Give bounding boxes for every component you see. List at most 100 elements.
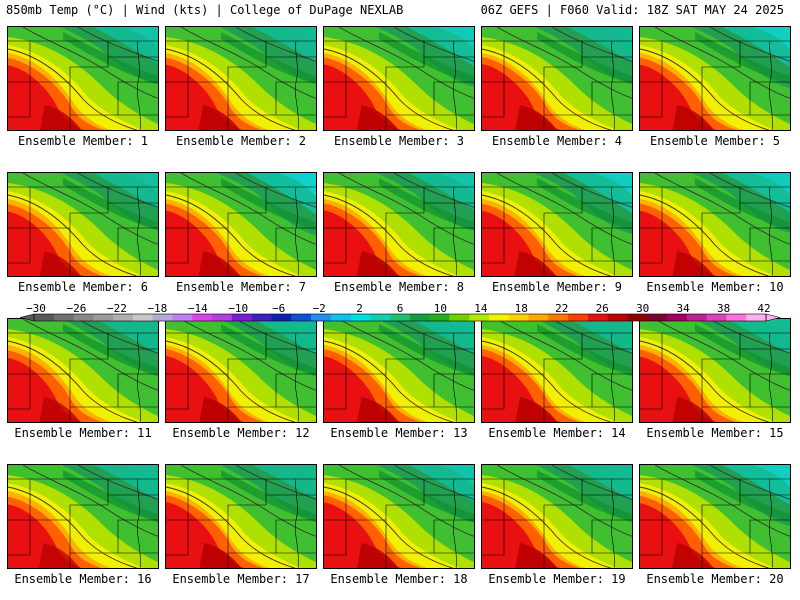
colorbar-tick-label: −26 <box>66 304 86 315</box>
colorbar-tick-label: 38 <box>717 304 730 315</box>
temperature-map <box>8 465 158 568</box>
ensemble-member-label: Ensemble Member: 16 <box>14 572 152 586</box>
colorbar-swatch <box>310 314 332 321</box>
colorbar-swatch <box>469 314 490 321</box>
ensemble-panel <box>323 464 475 569</box>
colorbar-tick-label: 18 <box>515 304 528 315</box>
colorbar-swatch <box>73 314 94 321</box>
colorbar-swatch <box>350 314 371 321</box>
ensemble-panel <box>481 318 633 423</box>
ensemble-member-label: Ensemble Member: 8 <box>333 280 465 294</box>
colorbar-swatch <box>330 314 351 321</box>
ensemble-member-label: Ensemble Member: 19 <box>488 572 626 586</box>
colorbar-swatch <box>706 314 727 321</box>
temperature-map <box>640 173 790 276</box>
ensemble-member-label: Ensemble Member: 7 <box>175 280 307 294</box>
colorbar-swatch <box>251 314 272 321</box>
colorbar-tick-label: 10 <box>434 304 447 315</box>
colorbar-swatch <box>291 314 312 321</box>
colorbar-tick-label: 22 <box>555 304 568 315</box>
ensemble-panel <box>7 26 159 131</box>
temperature-map <box>8 173 158 276</box>
colorbar-swatch <box>746 314 767 321</box>
ensemble-member-label: Ensemble Member: 5 <box>649 134 781 148</box>
ensemble-member-label: Ensemble Member: 11 <box>14 426 152 440</box>
ensemble-panel <box>165 26 317 131</box>
colorbar-swatch <box>212 314 233 321</box>
colorbar-swatch <box>667 314 688 321</box>
ensemble-panel <box>323 26 475 131</box>
temperature-map <box>166 319 316 422</box>
ensemble-member-label: Ensemble Member: 15 <box>646 426 784 440</box>
colorbar-swatch <box>172 314 193 321</box>
temperature-map <box>324 173 474 276</box>
ensemble-member-label: Ensemble Member: 20 <box>646 572 784 586</box>
temperature-map <box>166 465 316 568</box>
temperature-map <box>166 173 316 276</box>
colorbar-swatch <box>53 314 74 321</box>
ensemble-panel <box>7 172 159 277</box>
ensemble-member-label: Ensemble Member: 17 <box>172 572 310 586</box>
ensemble-panel <box>639 318 791 423</box>
colorbar-tick-label: −6 <box>272 304 285 315</box>
colorbar-swatch <box>568 314 589 321</box>
colorbar-tick-label: 26 <box>596 304 609 315</box>
temperature-map <box>640 27 790 130</box>
ensemble-panel <box>165 172 317 277</box>
colorbar-tick-label: 42 <box>757 304 770 315</box>
ensemble-panel <box>639 26 791 131</box>
header-run-info: 06Z GEFS | F060 Valid: 18Z SAT MAY 24 20… <box>480 3 784 17</box>
colorbar-swatch <box>587 314 609 321</box>
ensemble-panel <box>481 172 633 277</box>
colorbar-tick-label: 6 <box>397 304 404 315</box>
temperature-map <box>166 27 316 130</box>
ensemble-panel <box>323 318 475 423</box>
temperature-map <box>324 319 474 422</box>
ensemble-panel <box>165 464 317 569</box>
colorbar-tick-label: 2 <box>356 304 363 315</box>
colorbar-max-arrow <box>765 313 781 322</box>
colorbar-tick-label: 34 <box>676 304 690 315</box>
ensemble-member-label: Ensemble Member: 10 <box>646 280 784 294</box>
temperature-map <box>640 319 790 422</box>
colorbar-tick-label: −14 <box>188 304 208 315</box>
temperature-map <box>482 27 632 130</box>
temperature-map <box>640 465 790 568</box>
colorbar-swatch <box>528 314 549 321</box>
colorbar-min-arrow <box>19 313 35 322</box>
colorbar-swatch <box>449 314 470 321</box>
colorbar-swatch <box>231 314 252 321</box>
ensemble-member-label: Ensemble Member: 4 <box>491 134 623 148</box>
ensemble-member-label: Ensemble Member: 1 <box>17 134 149 148</box>
header-title: 850mb Temp (°C) | Wind (kts) | College o… <box>6 3 404 17</box>
colorbar-swatch <box>152 314 173 321</box>
colorbar-tick-label: −22 <box>107 304 127 315</box>
colorbar-tick-label: −10 <box>228 304 248 315</box>
colorbar-swatch <box>271 314 292 321</box>
colorbar-swatch <box>726 314 747 321</box>
colorbar-swatch <box>508 314 529 321</box>
colorbar-svg: −30 −26 −22 −18 −14 −10 −6 −2 2 6 10 14 18 22 26 30 34 38… <box>19 304 781 322</box>
temperature-map <box>324 465 474 568</box>
ensemble-panel <box>165 318 317 423</box>
colorbar-swatch <box>192 314 213 321</box>
colorbar-tick-label: 30 <box>636 304 649 315</box>
ensemble-panel <box>639 464 791 569</box>
ensemble-member-label: Ensemble Member: 2 <box>175 134 307 148</box>
colorbar-swatch <box>548 314 569 321</box>
colorbar-swatch <box>93 314 114 321</box>
colorbar-swatch <box>647 314 668 321</box>
colorbar-tick-label: −18 <box>147 304 167 315</box>
colorbar-swatch <box>607 314 628 321</box>
colorbar-swatch <box>370 314 391 321</box>
colorbar-swatch <box>489 314 510 321</box>
temperature-colorbar: −30 −26 −22 −18 −14 −10 −6 −2 2 6 10 14 18 22 26 30 34 38… <box>16 304 784 326</box>
colorbar-swatch <box>132 314 153 321</box>
ensemble-member-label: Ensemble Member: 9 <box>491 280 623 294</box>
ensemble-member-label: Ensemble Member: 18 <box>330 572 468 586</box>
ensemble-member-label: Ensemble Member: 3 <box>333 134 465 148</box>
colorbar-swatch <box>113 314 134 321</box>
ensemble-panel <box>481 464 633 569</box>
colorbar-swatch <box>686 314 707 321</box>
ensemble-panel <box>639 172 791 277</box>
